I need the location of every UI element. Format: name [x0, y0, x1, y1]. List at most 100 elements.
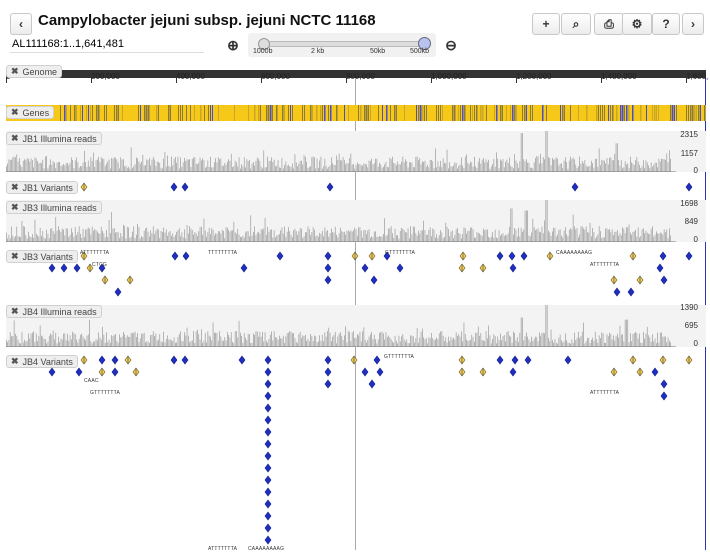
- jb3-coverage-plot[interactable]: [6, 200, 676, 242]
- track-label-jb3-reads[interactable]: ✖ JB3 Illumina reads: [6, 201, 102, 214]
- coverage-bar: [500, 159, 501, 172]
- track-label-genes[interactable]: ✖ Genes: [6, 106, 55, 119]
- coverage-bar: [224, 238, 226, 242]
- location-input[interactable]: [10, 35, 204, 53]
- jb4-coverage-plot[interactable]: [6, 305, 676, 347]
- close-icon[interactable]: ✖: [11, 202, 19, 212]
- coverage-bar: [646, 162, 648, 172]
- coverage-bar: [110, 233, 111, 242]
- track-label-genome[interactable]: ✖ Genome: [6, 65, 63, 78]
- gene-feature: [692, 105, 694, 121]
- coverage-bar: [208, 335, 210, 347]
- close-icon[interactable]: ✖: [11, 306, 19, 316]
- forward-button[interactable]: ›: [682, 13, 704, 35]
- coverage-bar: [282, 335, 284, 347]
- coverage-bar: [659, 232, 661, 242]
- coverage-bar: [247, 231, 249, 242]
- coverage-bar: [132, 168, 133, 172]
- track-label-jb1-variants[interactable]: ✖ JB1 Variants: [6, 181, 78, 194]
- close-icon[interactable]: ✖: [11, 66, 19, 76]
- coverage-bar: [120, 233, 122, 242]
- close-icon[interactable]: ✖: [11, 133, 19, 143]
- coverage-bar: [129, 237, 131, 242]
- coverage-bar: [221, 165, 223, 172]
- coverage-bar: [299, 331, 301, 347]
- gene-feature: [328, 105, 329, 121]
- coverage-bar: [513, 234, 514, 242]
- coverage-bar: [259, 160, 261, 172]
- close-icon[interactable]: ✖: [11, 251, 19, 261]
- track-label-jb4-variants[interactable]: ✖ JB4 Variants: [6, 355, 78, 368]
- variant-snp: [496, 355, 504, 365]
- coverage-bar: [399, 230, 401, 242]
- gene-feature: [302, 105, 303, 121]
- close-icon[interactable]: ✖: [11, 107, 19, 117]
- genes-track[interactable]: [6, 105, 706, 121]
- coverage-bar: [236, 162, 237, 172]
- zoom-in-button[interactable]: ⊕: [222, 35, 244, 55]
- track-label-jb1-reads[interactable]: ✖ JB1 Illumina reads: [6, 132, 102, 145]
- coverage-bar: [203, 160, 205, 172]
- close-icon[interactable]: ✖: [11, 182, 19, 192]
- gene-feature: [688, 105, 689, 121]
- coverage-bar: [492, 164, 493, 172]
- add-track-button[interactable]: +: [532, 13, 560, 35]
- coverage-bar: [55, 168, 57, 172]
- zoom-slider[interactable]: 1000b 2 kb 50kb 500kb: [248, 33, 436, 57]
- track-label-jb3-variants[interactable]: ✖ JB3 Variants: [6, 250, 78, 263]
- coverage-bar: [302, 164, 304, 172]
- coverage-bar: [393, 237, 395, 242]
- coverage-bar: [636, 333, 638, 347]
- coverage-bar: [24, 226, 25, 242]
- coverage-bar: [650, 162, 652, 172]
- gene-feature: [616, 105, 618, 121]
- zoom-handle-min[interactable]: [258, 38, 270, 50]
- coverage-bar: [455, 332, 457, 347]
- coverage-bar: [124, 226, 125, 242]
- settings-button[interactable]: ⚙: [622, 13, 652, 35]
- coverage-bar: [243, 333, 245, 347]
- jb3-ymid: 849: [684, 217, 698, 226]
- overview-ruler[interactable]: [6, 70, 706, 78]
- track-label-text: JB3 Illumina reads: [22, 202, 97, 213]
- coverage-bar: [159, 162, 161, 172]
- jb1-coverage-plot[interactable]: [6, 131, 676, 172]
- coverage-bar: [520, 227, 522, 242]
- gene-feature: [620, 105, 622, 121]
- coverage-bar: [542, 157, 544, 172]
- coverage-bar: [635, 331, 636, 347]
- coverage-bar: [169, 166, 171, 172]
- coverage-bar: [128, 166, 129, 172]
- coverage-bar: [480, 234, 482, 242]
- zoom-handle[interactable]: [418, 37, 431, 50]
- coverage-bar: [553, 342, 554, 347]
- coverage-bar: [146, 227, 148, 242]
- coverage-bar: [523, 229, 525, 242]
- coverage-bar: [35, 233, 37, 242]
- coverage-bar: [653, 341, 655, 347]
- track-label-jb4-reads[interactable]: ✖ JB4 Illumina reads: [6, 305, 102, 318]
- zoom-out-button[interactable]: ⊖: [440, 35, 462, 55]
- close-icon[interactable]: ✖: [11, 356, 19, 366]
- coverage-bar: [295, 341, 297, 347]
- coverage-bar: [46, 229, 47, 242]
- coverage-bar: [623, 228, 625, 242]
- coverage-bar: [498, 230, 500, 242]
- help-button[interactable]: ?: [652, 13, 680, 35]
- coverage-bar: [523, 340, 525, 347]
- coverage-bar: [256, 157, 258, 172]
- back-button[interactable]: ‹: [10, 13, 32, 35]
- coverage-bar: [578, 166, 579, 172]
- coverage-bar: [77, 342, 79, 347]
- track-label-text: JB4 Variants: [22, 356, 73, 367]
- coverage-bar: [337, 237, 339, 242]
- coverage-bar: [26, 340, 28, 347]
- coverage-bar: [65, 163, 67, 172]
- search-button[interactable]: ⌕: [561, 13, 591, 35]
- coverage-bar: [74, 227, 76, 242]
- coverage-bar: [134, 331, 136, 347]
- coverage-bar: [416, 235, 418, 242]
- coverage-bar: [34, 341, 36, 347]
- coverage-bar: [133, 226, 135, 242]
